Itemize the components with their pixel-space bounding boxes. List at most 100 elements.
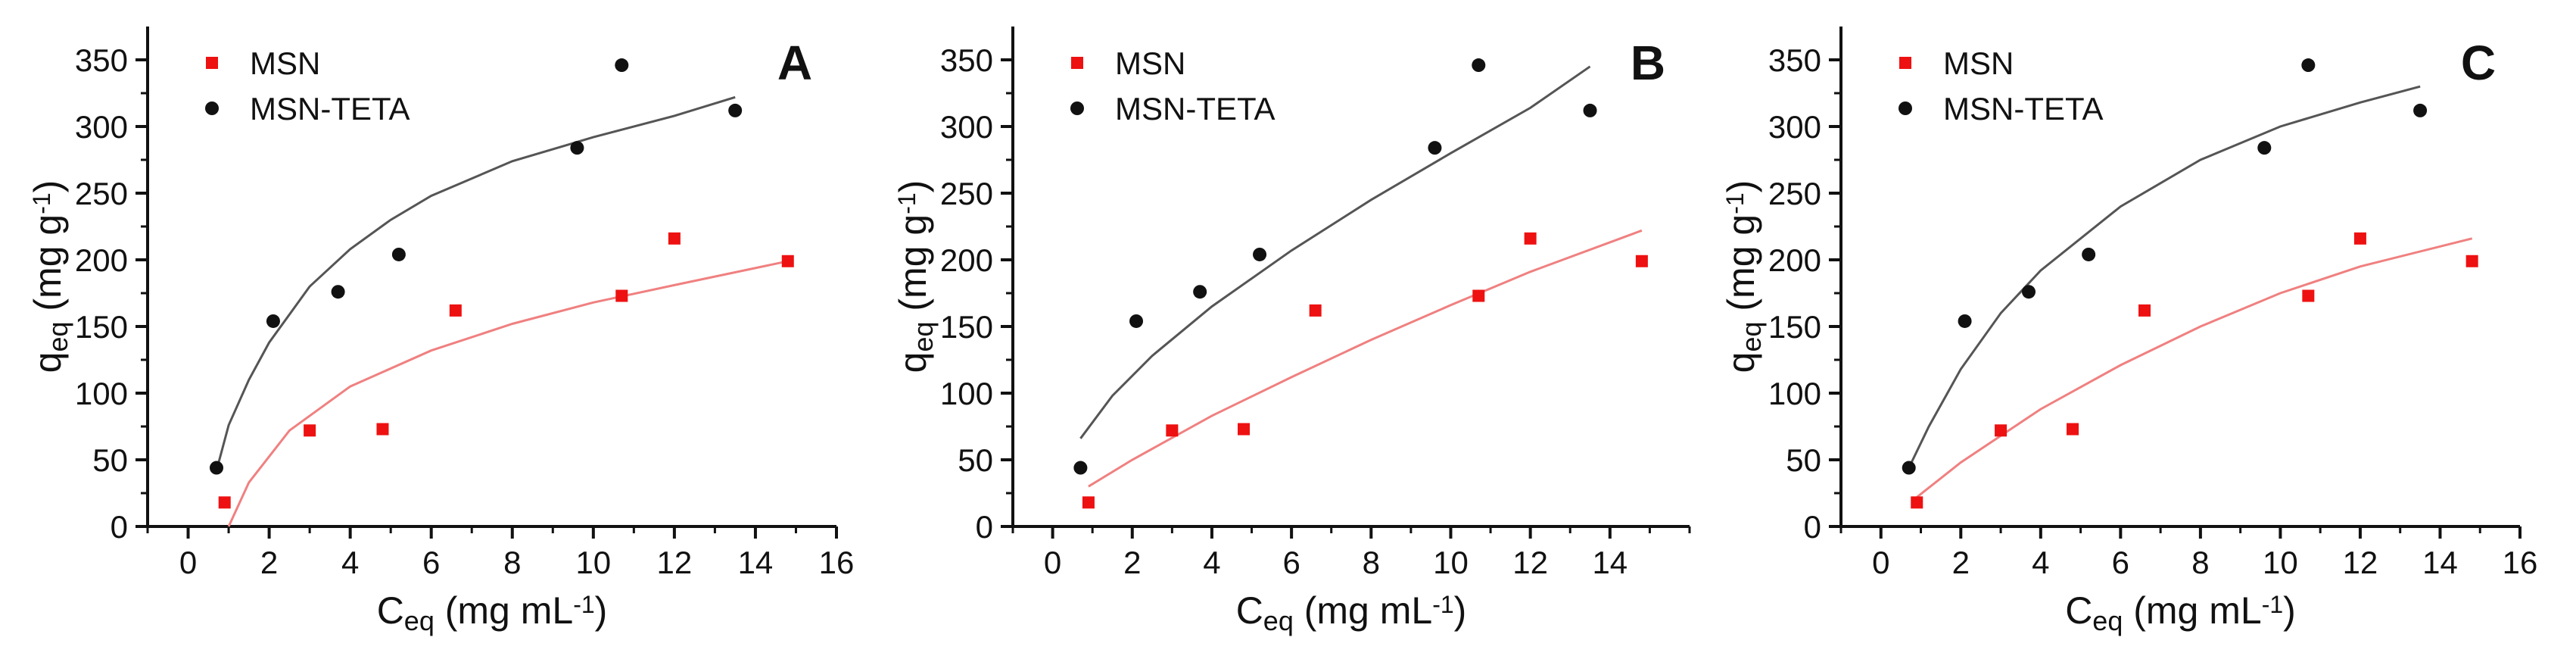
x-tick-label: 4 — [1203, 545, 1220, 580]
data-point-msn-teta — [210, 461, 223, 475]
panel-label: C — [2461, 36, 2496, 90]
fit-curve-msn-teta — [1079, 65, 1591, 439]
data-point-msn-teta — [1129, 314, 1144, 328]
y-tick-label: 150 — [75, 309, 128, 345]
y-tick-label: 300 — [940, 109, 993, 145]
x-axis-label: Ceq (mg mL-1) — [2065, 589, 2296, 636]
y-tick-label: 50 — [92, 442, 128, 478]
y-tick-label: 350 — [75, 42, 128, 78]
data-point-msn — [304, 424, 316, 437]
data-point-msn — [1166, 424, 1179, 437]
y-tick-label: 200 — [940, 242, 993, 278]
data-point-msn-teta — [1193, 285, 1207, 299]
y-tick-label: 150 — [940, 309, 993, 345]
data-point-msn — [1635, 255, 1648, 267]
x-tick-label: 16 — [819, 545, 855, 580]
x-tick-label: 0 — [1872, 545, 1889, 580]
data-point-msn — [1309, 304, 1322, 317]
y-tick-label: 300 — [1768, 109, 1821, 145]
data-point-msn-teta — [331, 285, 345, 299]
chart-panel-c: 0 2 4 6 8 10 12 14 16 0 50 100 150 200 250 300 350 Ceq (m… — [1720, 27, 2537, 636]
y-tick-label: 350 — [1768, 42, 1821, 78]
y-tick-label: 200 — [1768, 242, 1821, 278]
data-point-msn — [1238, 423, 1251, 436]
x-tick-label: 2 — [1952, 545, 1970, 580]
chart-panel-a: 0 2 4 6 8 10 12 14 16 0 50 100 150 200 250 300 350 Ceq (m… — [26, 27, 854, 636]
x-tick-label: 8 — [2191, 545, 2209, 580]
y-tick-label: 0 — [1804, 509, 1821, 545]
fit-curve-msn — [227, 260, 789, 527]
y-tick-label: 350 — [940, 42, 993, 78]
data-point-msn-teta — [2082, 247, 2096, 261]
data-point-msn-teta — [2301, 58, 2316, 73]
data-point-msn-teta — [1958, 314, 1972, 328]
legend-label-msn-teta: MSN-TETA — [250, 91, 410, 127]
x-tick-label: 10 — [575, 545, 611, 580]
x-tick-label: 14 — [738, 545, 774, 580]
data-point-msn — [615, 289, 628, 302]
y-tick-label: 150 — [1768, 309, 1821, 345]
data-point-msn — [2465, 255, 2478, 267]
y-axis-label: qeq (mg g-1) — [892, 180, 939, 373]
y-tick-label: 0 — [111, 509, 128, 545]
x-tick-label: 12 — [2343, 545, 2378, 580]
x-tick-label: 6 — [1282, 545, 1300, 580]
chart-panel-b: 0 2 4 6 8 10 12 14 0 50 100 150 200 250 300 350 Ceq (mg … — [892, 27, 1691, 636]
data-point-msn — [2067, 423, 2079, 436]
data-point-msn-teta — [1583, 103, 1597, 117]
x-tick-label: 0 — [179, 545, 197, 580]
x-tick-label: 4 — [2032, 545, 2049, 580]
x-tick-label: 10 — [1433, 545, 1469, 580]
data-point-msn — [1524, 232, 1537, 245]
data-point-msn-teta — [1428, 141, 1442, 155]
x-tick-label: 10 — [2263, 545, 2298, 580]
data-point-msn — [1472, 289, 1485, 302]
data-point-msn — [781, 255, 794, 267]
data-point-msn — [1911, 496, 1923, 509]
data-point-msn-teta — [1253, 247, 1267, 261]
x-tick-label: 6 — [422, 545, 440, 580]
legend-label-msn: MSN — [250, 45, 320, 81]
y-tick-label: 50 — [1786, 442, 1821, 478]
y-axis-label: qeq (mg g-1) — [26, 180, 73, 373]
x-tick-label: 12 — [657, 545, 693, 580]
legend-marker-msn — [1071, 57, 1083, 69]
x-tick-label: 8 — [1363, 545, 1380, 580]
y-tick-label: 250 — [1768, 176, 1821, 211]
data-point-msn — [2353, 232, 2366, 245]
y-tick-label: 100 — [940, 376, 993, 411]
x-tick-label: 8 — [503, 545, 521, 580]
y-tick-label: 300 — [75, 109, 128, 145]
data-point-msn-teta — [1073, 461, 1088, 475]
fit-curve-msn — [1916, 237, 2473, 498]
legend-marker-msn — [1899, 57, 1911, 69]
legend-marker-msn-teta — [1899, 102, 1912, 115]
data-point-msn-teta — [2413, 103, 2428, 117]
legend-marker-msn-teta — [205, 102, 219, 115]
x-tick-label: 2 — [1123, 545, 1141, 580]
y-tick-label: 100 — [1768, 376, 1821, 411]
data-point-msn — [668, 232, 681, 245]
y-tick-label: 50 — [958, 442, 993, 478]
data-point-msn-teta — [2021, 285, 2036, 299]
x-tick-label: 2 — [260, 545, 278, 580]
data-point-msn-teta — [266, 314, 280, 328]
x-tick-label: 12 — [1512, 545, 1548, 580]
x-tick-label: 14 — [2422, 545, 2458, 580]
data-point-msn — [2302, 289, 2315, 302]
legend-label-msn-teta: MSN-TETA — [1115, 91, 1276, 127]
x-axis-label: Ceq (mg mL-1) — [377, 589, 608, 636]
y-axis-label: qeq (mg g-1) — [1720, 180, 1767, 373]
data-point-msn — [218, 496, 231, 509]
legend-label-msn: MSN — [1943, 45, 2014, 81]
data-point-msn — [1082, 496, 1095, 509]
data-point-msn — [449, 304, 462, 317]
data-point-msn — [1995, 424, 2008, 437]
fit-curve-msn-teta — [215, 95, 736, 471]
data-point-msn-teta — [615, 58, 629, 73]
x-tick-label: 16 — [2503, 545, 2538, 580]
data-point-msn-teta — [1472, 58, 1486, 73]
legend-marker-msn-teta — [1070, 102, 1084, 115]
data-point-msn-teta — [1902, 461, 1916, 475]
data-point-msn-teta — [570, 141, 584, 155]
